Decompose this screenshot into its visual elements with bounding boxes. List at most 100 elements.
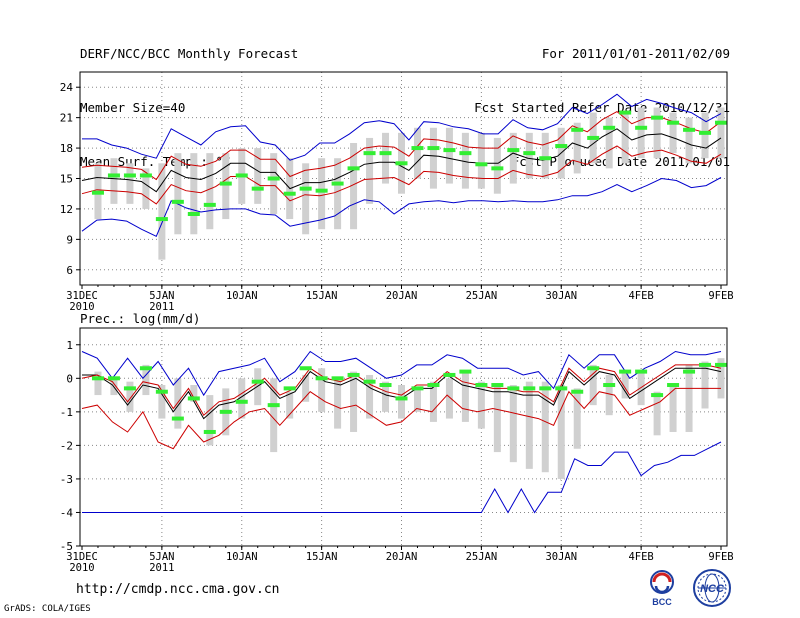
x-tick-label: 31DEC (66, 290, 98, 302)
x-sub-label: 2011 (149, 301, 174, 313)
x-tick-label: 20JAN (386, 290, 418, 302)
x-sub-label: 2011 (149, 562, 174, 574)
observed-marker (667, 383, 680, 388)
x-tick-label: 9FEB (708, 290, 733, 302)
y-tick-label: 21 (60, 112, 73, 125)
range-box (573, 388, 581, 449)
range-box (126, 163, 134, 204)
range-box (541, 132, 549, 179)
series-upper-spread (81, 364, 722, 416)
range-box (350, 143, 358, 230)
observed-marker (491, 166, 504, 171)
range-box (366, 374, 374, 419)
observed-marker (459, 151, 472, 156)
x-tick-label: 9FEB (708, 551, 733, 563)
observed-marker (283, 191, 296, 196)
plot-frame (79, 327, 728, 547)
observed-marker (523, 386, 536, 391)
website-url[interactable]: http://cmdp.ncc.cma.gov.cn (76, 582, 280, 597)
range-box (621, 112, 629, 164)
observed-marker (171, 199, 184, 204)
logos: BCC NCC (650, 569, 731, 607)
range-box (254, 148, 262, 204)
range-box (445, 127, 453, 184)
range-box (493, 137, 501, 194)
observed-marker (603, 383, 616, 388)
range-box (174, 153, 182, 235)
range-box (190, 153, 198, 235)
observed-marker (379, 383, 392, 388)
series-lower-spread (81, 387, 721, 450)
observed-marker (315, 188, 328, 193)
observed-marker (363, 151, 376, 156)
range-box (461, 132, 469, 189)
range-box (206, 395, 214, 446)
observed-marker (587, 366, 600, 371)
range-box (525, 381, 533, 469)
range-box (685, 364, 693, 432)
range-box (206, 153, 214, 230)
x-tick-label: 30JAN (545, 290, 577, 302)
observed-marker (683, 127, 696, 132)
observed-marker (619, 369, 632, 374)
observed-marker (651, 393, 664, 398)
observed-marker (331, 181, 344, 186)
x-tick-label: 10JAN (226, 551, 258, 563)
range-box (589, 364, 597, 406)
range-box (541, 381, 549, 473)
observed-marker (203, 429, 216, 434)
observed-marker (347, 166, 360, 171)
observed-marker (235, 173, 248, 178)
range-box (382, 132, 390, 184)
x-tick-label: 10JAN (226, 290, 258, 302)
range-box (605, 374, 613, 416)
observed-marker (699, 130, 712, 135)
range-box (477, 132, 485, 189)
range-box (174, 378, 182, 429)
range-box (302, 163, 310, 235)
x-tick-label: 15JAN (306, 551, 338, 563)
range-box (669, 385, 677, 432)
range-box (557, 385, 565, 479)
observed-marker (139, 366, 152, 371)
observed-marker (523, 151, 536, 156)
range-box (158, 163, 166, 260)
bcc-logo-text: BCC (652, 597, 672, 607)
range-box (717, 358, 725, 399)
range-box (637, 107, 645, 159)
x-tick-label: 5JAN (149, 290, 174, 302)
observed-marker (395, 161, 408, 166)
range-box (605, 117, 613, 169)
observed-marker (427, 146, 440, 151)
observed-marker (91, 190, 104, 195)
series-maximum (82, 93, 722, 161)
ncc-logo: NCC (693, 569, 731, 607)
range-box (701, 112, 709, 159)
observed-marker (251, 379, 264, 384)
range-box (621, 371, 629, 399)
panel-title: Prec.: log(mm/d) (80, 311, 200, 326)
observed-marker (491, 383, 504, 388)
y-tick-label: -4 (60, 506, 74, 519)
observed-marker (715, 362, 727, 367)
observed-marker (411, 386, 424, 391)
range-box (413, 388, 421, 412)
range-box (398, 385, 405, 419)
observed-marker (475, 383, 488, 388)
observed-marker (667, 120, 680, 125)
series-ensemble-mean (81, 128, 722, 193)
y-tick-label: 9 (66, 233, 73, 246)
observed-marker (123, 386, 136, 391)
x-tick-label: 5JAN (149, 551, 174, 563)
range-box (110, 158, 118, 204)
observed-marker (139, 173, 152, 178)
range-box (461, 371, 469, 422)
y-tick-label: 6 (66, 264, 73, 277)
observed-marker (507, 386, 520, 391)
range-box (350, 371, 358, 432)
range-box (334, 158, 342, 230)
observed-marker (651, 115, 664, 120)
observed-marker (267, 403, 280, 408)
range-box (701, 361, 709, 409)
